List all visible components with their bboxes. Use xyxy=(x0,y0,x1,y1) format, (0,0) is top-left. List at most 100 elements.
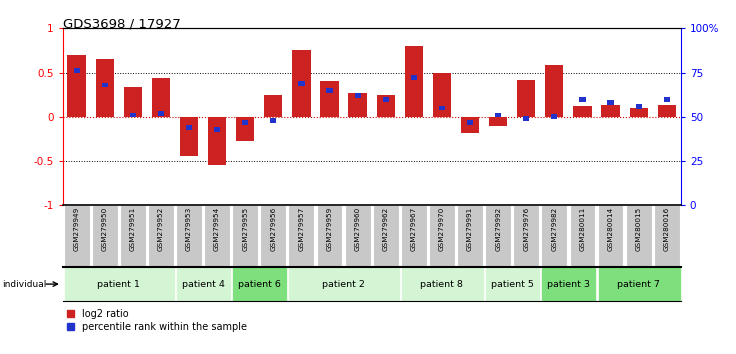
Bar xyxy=(411,75,417,80)
Bar xyxy=(320,81,339,117)
Bar xyxy=(439,105,445,110)
Text: GSM279960: GSM279960 xyxy=(355,207,361,251)
Text: GSM279962: GSM279962 xyxy=(383,207,389,251)
Bar xyxy=(523,116,529,121)
Text: GSM279952: GSM279952 xyxy=(158,207,164,251)
Bar xyxy=(485,205,511,267)
Bar xyxy=(204,205,230,267)
Bar xyxy=(601,105,620,117)
Bar xyxy=(208,117,226,165)
Bar xyxy=(373,205,399,267)
Bar xyxy=(629,108,648,117)
Text: GSM279953: GSM279953 xyxy=(186,207,192,251)
Text: patient 5: patient 5 xyxy=(491,280,534,289)
Text: patient 7: patient 7 xyxy=(618,280,660,289)
Bar xyxy=(186,125,192,130)
Bar xyxy=(636,104,642,109)
Bar xyxy=(180,117,198,156)
Bar xyxy=(124,87,142,117)
Text: GSM279956: GSM279956 xyxy=(270,207,276,251)
Text: patient 1: patient 1 xyxy=(97,280,140,289)
Bar xyxy=(429,205,455,267)
Bar xyxy=(355,93,361,98)
Bar xyxy=(64,267,175,301)
Bar xyxy=(316,205,342,267)
Bar xyxy=(176,205,202,267)
Bar xyxy=(102,82,107,87)
Text: GSM279982: GSM279982 xyxy=(551,207,557,251)
Bar xyxy=(664,97,670,102)
Bar xyxy=(64,205,90,267)
Bar xyxy=(485,267,540,301)
Bar xyxy=(68,55,85,117)
Bar xyxy=(542,205,567,267)
Bar xyxy=(607,100,614,105)
Bar xyxy=(148,205,174,267)
Text: GSM279992: GSM279992 xyxy=(495,207,501,251)
Bar xyxy=(401,267,484,301)
Text: patient 3: patient 3 xyxy=(547,280,590,289)
Text: GSM279951: GSM279951 xyxy=(130,207,136,251)
Bar xyxy=(457,205,483,267)
Text: patient 6: patient 6 xyxy=(238,280,280,289)
Bar xyxy=(289,205,314,267)
Bar xyxy=(551,114,557,119)
Bar xyxy=(542,267,596,301)
Bar xyxy=(349,93,367,117)
Bar xyxy=(214,127,220,132)
Text: GSM279954: GSM279954 xyxy=(214,207,220,251)
Bar xyxy=(517,80,535,117)
Bar xyxy=(598,205,623,267)
Bar xyxy=(570,205,595,267)
Bar xyxy=(489,117,507,126)
Text: GSM279949: GSM279949 xyxy=(74,207,79,251)
Text: GSM280016: GSM280016 xyxy=(664,207,670,251)
Bar xyxy=(405,46,423,117)
Text: GSM279967: GSM279967 xyxy=(411,207,417,251)
Bar xyxy=(654,205,679,267)
Bar xyxy=(383,97,389,102)
Bar xyxy=(233,267,287,301)
Bar xyxy=(261,205,286,267)
Bar xyxy=(573,106,592,117)
Bar xyxy=(545,65,564,117)
Text: patient 2: patient 2 xyxy=(322,280,365,289)
Bar xyxy=(120,205,146,267)
Bar xyxy=(96,59,114,117)
Text: GDS3698 / 17927: GDS3698 / 17927 xyxy=(63,18,180,31)
Text: patient 8: patient 8 xyxy=(420,280,464,289)
Bar xyxy=(401,205,427,267)
Bar xyxy=(233,205,258,267)
Bar xyxy=(242,120,248,125)
Text: GSM279976: GSM279976 xyxy=(523,207,529,251)
Bar xyxy=(658,105,676,117)
Bar xyxy=(152,78,170,117)
Text: individual: individual xyxy=(2,280,46,289)
Bar xyxy=(626,205,651,267)
Text: GSM280015: GSM280015 xyxy=(636,207,642,251)
Bar xyxy=(236,117,255,141)
Text: GSM279970: GSM279970 xyxy=(439,207,445,251)
Bar xyxy=(461,117,479,133)
Text: GSM279991: GSM279991 xyxy=(467,207,473,251)
Text: GSM279959: GSM279959 xyxy=(327,207,333,251)
Text: GSM280014: GSM280014 xyxy=(607,207,614,251)
Bar xyxy=(74,68,79,73)
Bar xyxy=(377,95,394,117)
Bar xyxy=(158,111,164,116)
Bar xyxy=(92,205,118,267)
Text: GSM279950: GSM279950 xyxy=(102,207,107,251)
Bar xyxy=(298,81,305,86)
Bar xyxy=(467,120,473,125)
Bar xyxy=(433,73,451,117)
Bar xyxy=(289,267,400,301)
Text: patient 4: patient 4 xyxy=(182,280,224,289)
Bar xyxy=(344,205,370,267)
Bar xyxy=(579,97,586,102)
Bar xyxy=(513,205,539,267)
Bar xyxy=(327,88,333,93)
Bar xyxy=(270,118,277,123)
Text: GSM279955: GSM279955 xyxy=(242,207,248,251)
Bar xyxy=(264,95,283,117)
Legend: log2 ratio, percentile rank within the sample: log2 ratio, percentile rank within the s… xyxy=(68,309,247,332)
